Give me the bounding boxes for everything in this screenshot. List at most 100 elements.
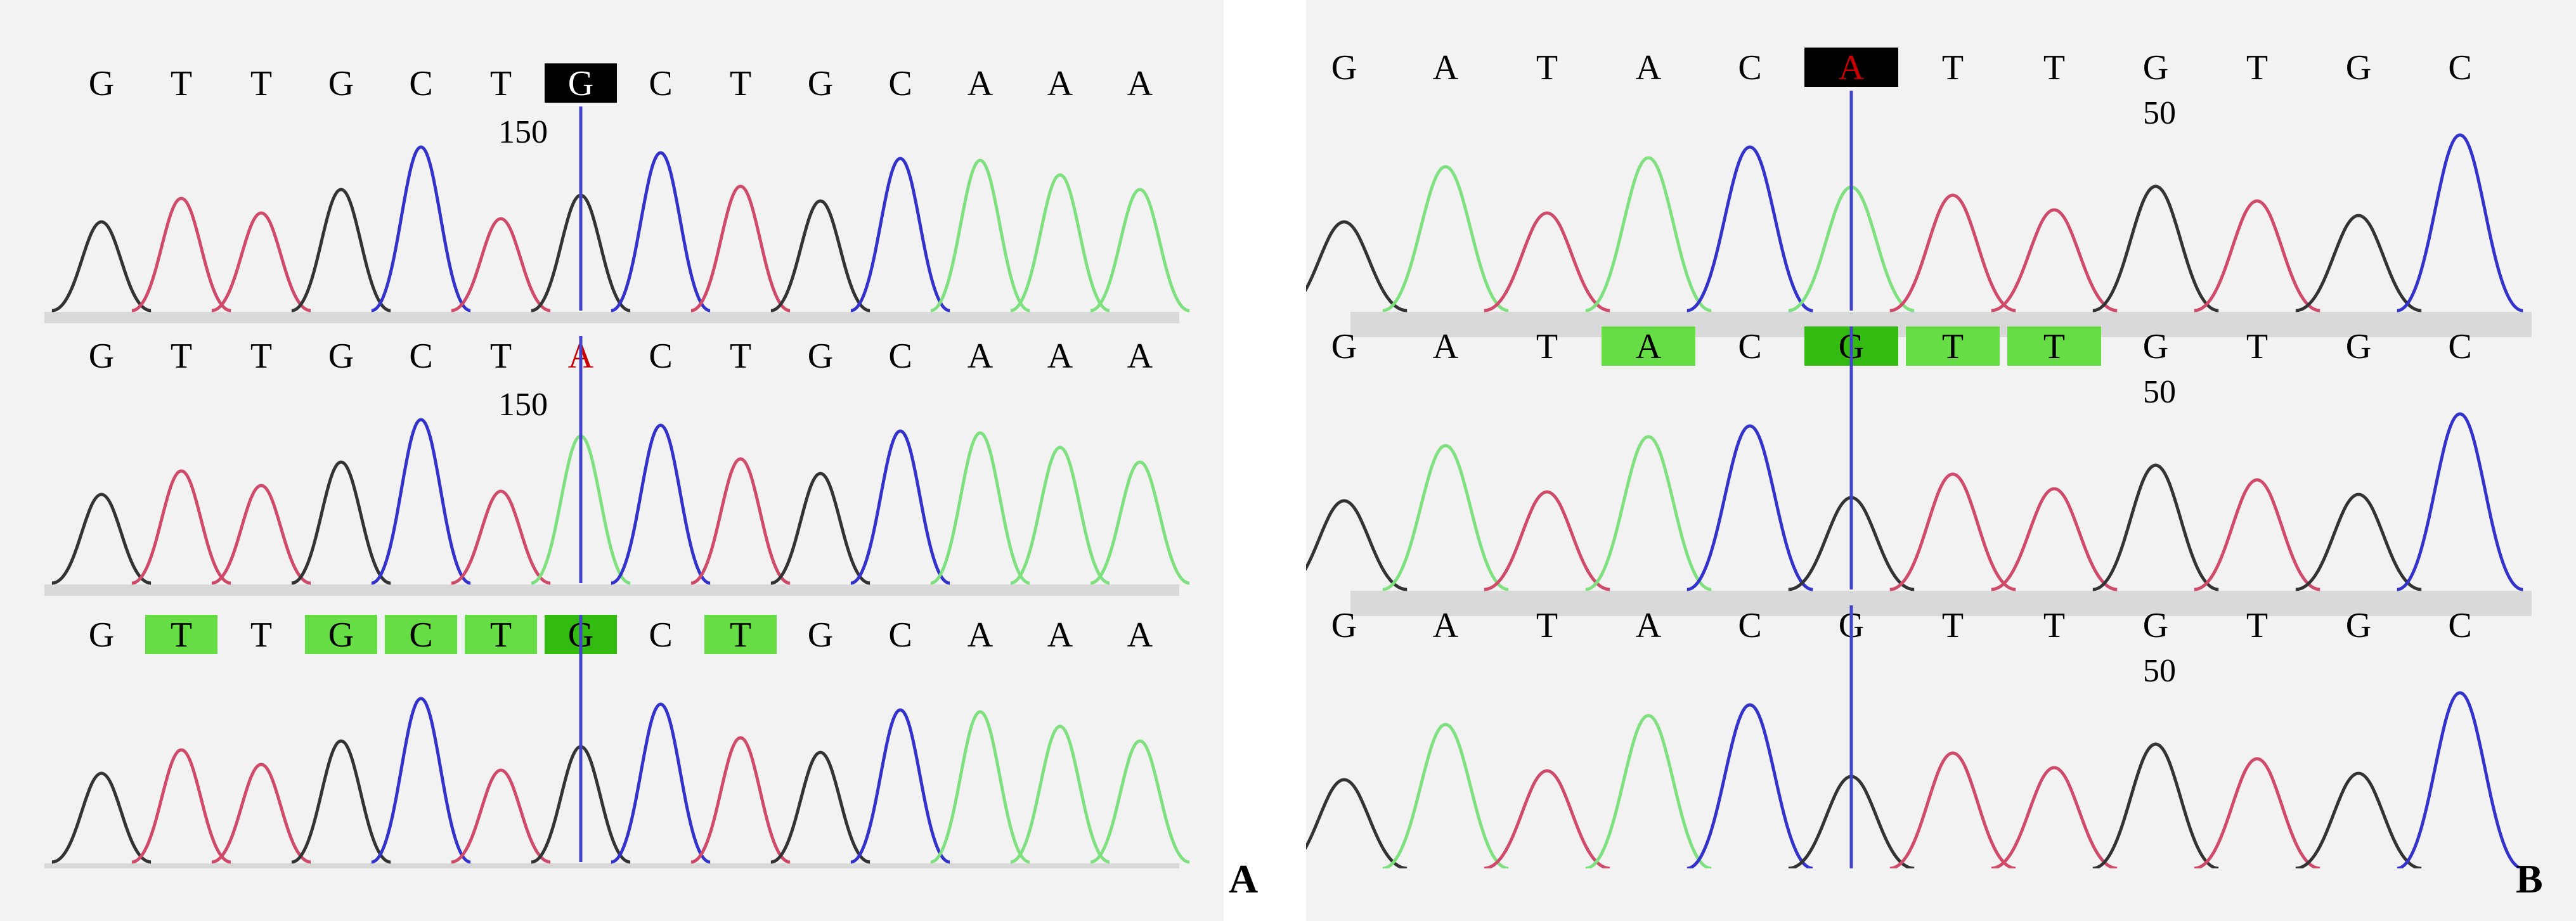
peak-T xyxy=(1889,751,2016,868)
peak-G xyxy=(1306,778,1408,868)
peak-C xyxy=(371,697,471,864)
base-call-C: C xyxy=(888,64,912,103)
peak-G xyxy=(2295,214,2422,312)
base-call-G: G xyxy=(808,615,833,655)
chromatogram: G A T A C G T T G T G C50 xyxy=(1306,326,2532,616)
peak-G xyxy=(770,750,871,864)
base-call-G: G xyxy=(89,615,114,655)
peak-A xyxy=(1090,188,1190,312)
base-call-A: A xyxy=(1839,48,1865,87)
base-highlight xyxy=(1602,326,1695,366)
peak-C xyxy=(1686,424,1813,591)
base-call-A: A xyxy=(1433,606,1459,645)
peak-C xyxy=(1686,703,1813,868)
base-call-T: T xyxy=(490,615,512,655)
peak-T xyxy=(1484,211,1610,312)
base-call-T: T xyxy=(1536,327,1558,366)
base-call-C: C xyxy=(649,337,672,376)
peak-G xyxy=(770,199,871,312)
base-highlight xyxy=(145,615,217,654)
base-call-T: T xyxy=(171,64,192,103)
base-call-C: C xyxy=(888,615,912,655)
position-label: 50 xyxy=(2143,374,2176,410)
peak-A xyxy=(930,710,1030,864)
peak-C xyxy=(850,157,950,312)
base-call-A: A xyxy=(968,337,994,376)
peak-T xyxy=(1889,193,2016,312)
base-call-A: A xyxy=(1127,337,1153,376)
base-call-T: T xyxy=(1942,606,1964,645)
peak-G xyxy=(291,739,391,864)
base-call-G: G xyxy=(808,337,833,376)
base-call-T: T xyxy=(1942,48,1964,87)
base-call-G: G xyxy=(328,64,354,103)
peak-G xyxy=(2092,463,2219,591)
peak-T xyxy=(211,484,311,585)
base-call-T: T xyxy=(730,337,751,376)
base-call-G: G xyxy=(1331,606,1357,645)
peak-G xyxy=(1306,499,1408,591)
base-call-T: T xyxy=(1536,48,1558,87)
position-label: 50 xyxy=(2143,653,2176,689)
base-call-C: C xyxy=(2448,606,2471,645)
base-call-T: T xyxy=(2043,327,2065,366)
peak-C xyxy=(371,418,471,585)
peak-T xyxy=(451,489,551,585)
peak-A xyxy=(1382,444,1509,591)
peak-T xyxy=(451,217,551,312)
peak-G xyxy=(2295,771,2422,868)
trace-row: G A T A C A T T G T G C 50 xyxy=(1306,0,2576,342)
peak-T xyxy=(690,457,791,585)
trace-row: G T T G C T A C T G C A A A 150 xyxy=(0,273,1224,596)
base-call-G: G xyxy=(1331,48,1357,87)
base-call-T: T xyxy=(2246,606,2268,645)
peak-A xyxy=(930,431,1030,585)
base-call-G: G xyxy=(1331,327,1357,366)
base-call-G: G xyxy=(2346,48,2371,87)
base-call-C: C xyxy=(1738,48,1761,87)
base-call-C: C xyxy=(409,64,432,103)
peak-G xyxy=(51,771,152,864)
peak-T xyxy=(131,748,231,864)
base-call-G: G xyxy=(2346,327,2371,366)
position-label: 150 xyxy=(498,387,548,423)
trace-row: G A T A C G T T G T G C 50 xyxy=(1306,558,2576,868)
peak-T xyxy=(690,184,791,312)
peak-T xyxy=(451,768,551,864)
base-highlight xyxy=(385,615,457,654)
base-call-A: A xyxy=(1047,615,1073,655)
base-call-C: C xyxy=(1738,606,1761,645)
base-call-G: G xyxy=(2143,327,2168,366)
base-call-T: T xyxy=(2043,606,2065,645)
base-call-C: C xyxy=(2448,327,2471,366)
base-call-T: T xyxy=(250,337,272,376)
base-call-T: T xyxy=(490,64,512,103)
peak-C xyxy=(850,429,950,585)
base-call-A: A xyxy=(1127,615,1153,655)
base-highlight xyxy=(465,615,537,654)
base-call-A: A xyxy=(1636,606,1662,645)
peak-A xyxy=(1090,739,1190,864)
peak-T xyxy=(1889,472,2016,591)
chromatogram: G A T A C G T T G T G C50 xyxy=(1306,605,2523,868)
panel-a-letter: A xyxy=(1229,856,1259,901)
peak-T xyxy=(1991,487,2118,591)
peak-A xyxy=(1010,446,1110,585)
base-call-T: T xyxy=(171,337,192,376)
base-highlight xyxy=(1804,48,1898,87)
base-call-A: A xyxy=(1047,337,1073,376)
base-call-T: T xyxy=(171,615,192,655)
base-call-C: C xyxy=(649,64,672,103)
peak-C xyxy=(2397,412,2523,591)
peak-C xyxy=(611,423,711,585)
base-call-T: T xyxy=(730,64,751,103)
peak-G xyxy=(2092,742,2219,868)
base-call-T: T xyxy=(490,337,512,376)
peak-G xyxy=(51,220,152,312)
base-call-C: C xyxy=(2448,48,2471,87)
peak-A xyxy=(1585,435,1712,591)
panel-b-letter: B xyxy=(2516,856,2543,901)
base-call-G: G xyxy=(328,615,354,655)
trace-track xyxy=(44,312,1179,323)
